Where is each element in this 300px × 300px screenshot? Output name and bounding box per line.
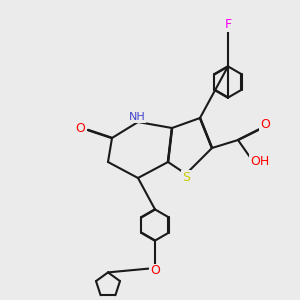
Text: F: F bbox=[224, 19, 232, 32]
Text: O: O bbox=[260, 118, 270, 131]
Text: S: S bbox=[182, 171, 190, 184]
Text: NH: NH bbox=[129, 112, 146, 122]
Text: O: O bbox=[76, 122, 85, 135]
Text: O: O bbox=[150, 265, 160, 278]
Text: OH: OH bbox=[250, 155, 269, 168]
